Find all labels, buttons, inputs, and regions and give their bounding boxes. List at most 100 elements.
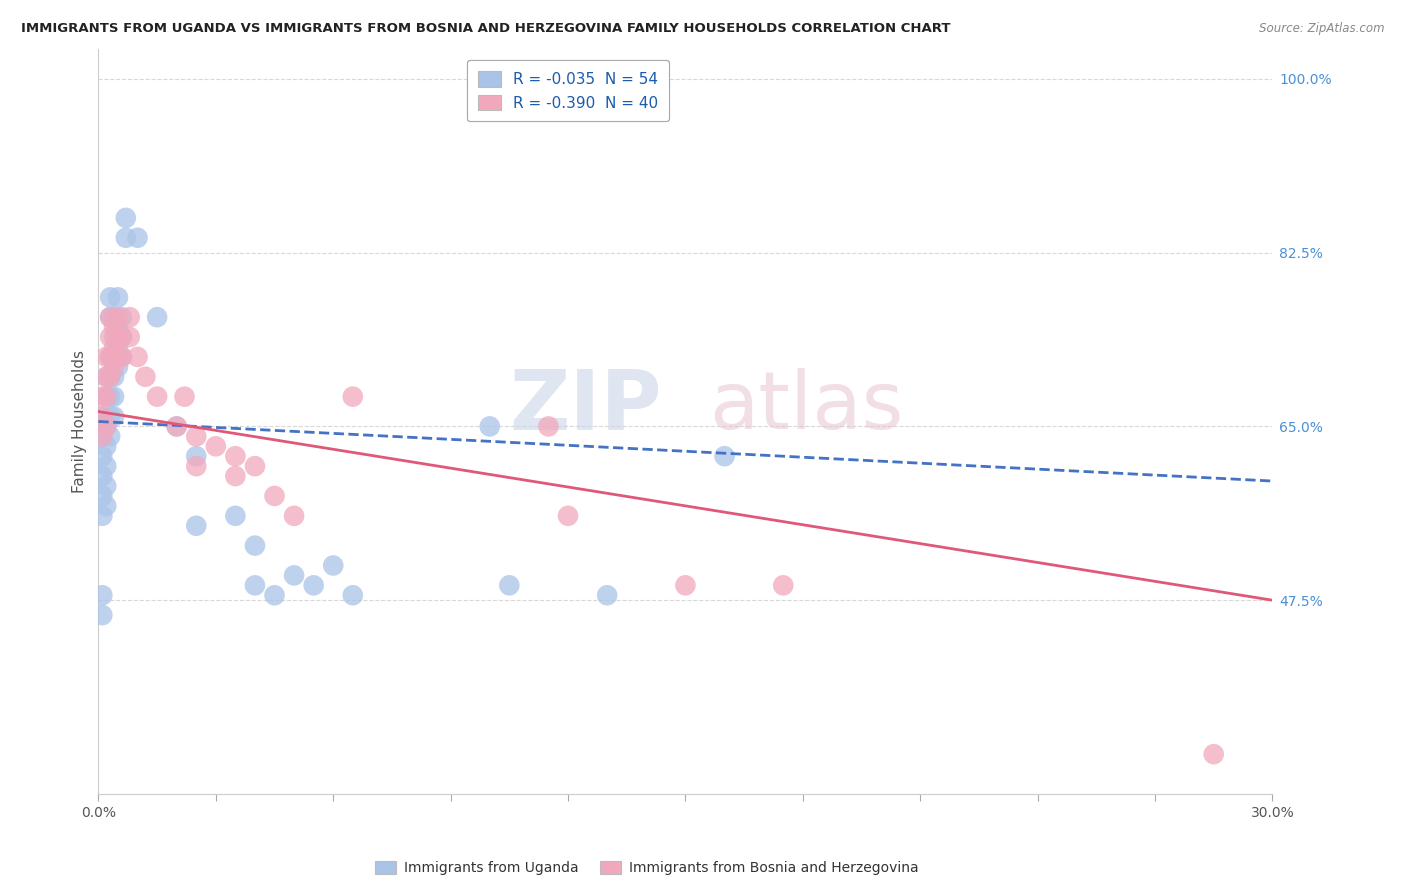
Point — [224, 449, 246, 463]
Point — [498, 578, 520, 592]
Point — [118, 330, 141, 344]
Point — [111, 350, 134, 364]
Point — [96, 439, 118, 453]
Point — [537, 419, 560, 434]
Point — [98, 429, 121, 443]
Point — [107, 340, 129, 354]
Point — [103, 310, 125, 325]
Point — [772, 578, 794, 592]
Point — [342, 390, 364, 404]
Point — [166, 419, 188, 434]
Point — [186, 459, 208, 474]
Point — [111, 350, 134, 364]
Y-axis label: Family Households: Family Households — [72, 350, 87, 493]
Point — [127, 231, 149, 245]
Point — [107, 359, 129, 374]
Point — [98, 369, 121, 384]
Point — [322, 558, 344, 573]
Point — [98, 369, 121, 384]
Point — [186, 429, 208, 443]
Point — [713, 449, 735, 463]
Point — [302, 578, 325, 592]
Point — [98, 330, 121, 344]
Point — [96, 369, 118, 384]
Point — [103, 409, 125, 424]
Text: Source: ZipAtlas.com: Source: ZipAtlas.com — [1260, 22, 1385, 36]
Point — [98, 390, 121, 404]
Point — [91, 390, 114, 404]
Point — [91, 409, 114, 424]
Point — [96, 350, 118, 364]
Point — [98, 310, 121, 325]
Point — [146, 310, 169, 325]
Point — [224, 469, 246, 483]
Point — [107, 290, 129, 304]
Point — [146, 390, 169, 404]
Point — [96, 479, 118, 493]
Point — [478, 419, 501, 434]
Point — [675, 578, 697, 592]
Point — [103, 359, 125, 374]
Point — [98, 350, 121, 364]
Point — [96, 459, 118, 474]
Point — [186, 518, 208, 533]
Point — [91, 489, 114, 503]
Point — [134, 369, 156, 384]
Point — [114, 211, 136, 225]
Point — [111, 310, 134, 325]
Point — [96, 390, 118, 404]
Point — [91, 449, 114, 463]
Text: atlas: atlas — [709, 368, 903, 446]
Point — [103, 320, 125, 334]
Point — [342, 588, 364, 602]
Point — [96, 419, 118, 434]
Point — [173, 390, 195, 404]
Point — [98, 290, 121, 304]
Point — [91, 409, 114, 424]
Point — [243, 578, 266, 592]
Point — [103, 330, 125, 344]
Point — [98, 409, 121, 424]
Point — [596, 588, 619, 602]
Point — [166, 419, 188, 434]
Point — [107, 320, 129, 334]
Point — [114, 231, 136, 245]
Point — [263, 489, 285, 503]
Point — [107, 330, 129, 344]
Legend: R = -0.035  N = 54, R = -0.390  N = 40: R = -0.035 N = 54, R = -0.390 N = 40 — [467, 61, 669, 121]
Point — [205, 439, 228, 453]
Point — [1202, 747, 1225, 761]
Text: ZIP: ZIP — [509, 366, 662, 447]
Point — [98, 350, 121, 364]
Point — [103, 390, 125, 404]
Text: IMMIGRANTS FROM UGANDA VS IMMIGRANTS FROM BOSNIA AND HERZEGOVINA FAMILY HOUSEHOL: IMMIGRANTS FROM UGANDA VS IMMIGRANTS FRO… — [21, 22, 950, 36]
Point — [243, 539, 266, 553]
Point — [224, 508, 246, 523]
Point — [91, 588, 114, 602]
Point — [186, 449, 208, 463]
Point — [96, 419, 118, 434]
Point — [111, 330, 134, 344]
Point — [91, 508, 114, 523]
Point — [107, 350, 129, 364]
Point — [91, 429, 114, 443]
Point — [283, 568, 305, 582]
Point — [103, 340, 125, 354]
Point — [91, 608, 114, 623]
Point — [107, 310, 129, 325]
Point — [96, 390, 118, 404]
Point — [96, 369, 118, 384]
Point — [118, 310, 141, 325]
Point — [103, 369, 125, 384]
Point — [111, 330, 134, 344]
Point — [243, 459, 266, 474]
Point — [91, 469, 114, 483]
Point — [263, 588, 285, 602]
Point — [103, 350, 125, 364]
Legend: Immigrants from Uganda, Immigrants from Bosnia and Herzegovina: Immigrants from Uganda, Immigrants from … — [370, 855, 924, 880]
Point — [98, 310, 121, 325]
Point — [91, 429, 114, 443]
Point — [557, 508, 579, 523]
Point — [127, 350, 149, 364]
Point — [283, 508, 305, 523]
